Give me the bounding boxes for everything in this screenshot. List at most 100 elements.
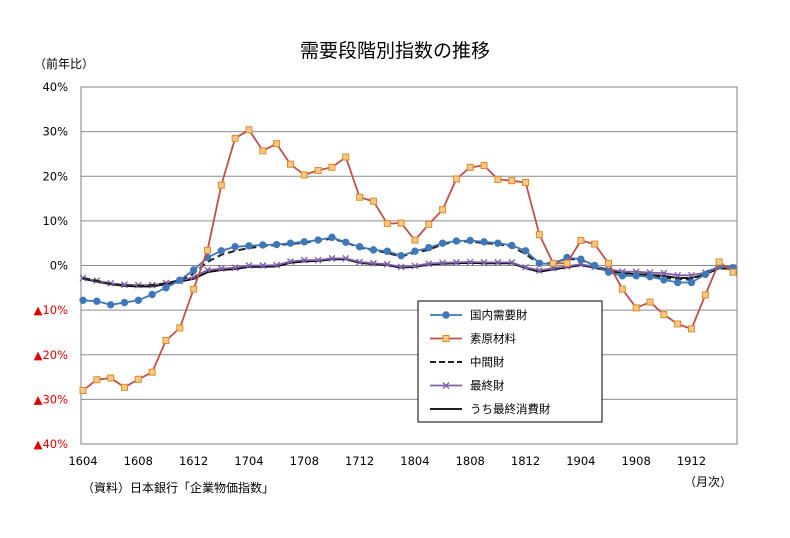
data-point <box>494 239 502 247</box>
data-point <box>93 376 101 384</box>
data-point <box>342 153 350 161</box>
x-tick-label: 1612 <box>179 454 208 468</box>
data-point <box>120 298 129 307</box>
data-point <box>342 238 350 246</box>
data-point <box>439 206 447 214</box>
x-tick-label: 1904 <box>566 454 595 468</box>
data-point <box>660 311 668 319</box>
data-point <box>189 266 198 274</box>
x-tick-label: 1712 <box>345 454 374 468</box>
data-point <box>646 298 654 306</box>
y-tick-label: 40% <box>42 80 68 94</box>
data-point <box>176 276 184 284</box>
legend-label: 素原材料 <box>470 332 516 346</box>
data-point <box>632 272 640 280</box>
data-point <box>231 134 239 142</box>
data-point <box>259 241 267 249</box>
data-point <box>632 304 640 312</box>
data-point <box>535 231 543 239</box>
data-point <box>591 261 599 270</box>
data-point <box>480 238 488 246</box>
data-point <box>660 276 668 284</box>
data-point <box>300 256 308 264</box>
data-point <box>452 175 460 183</box>
source-note: （資料）日本銀行「企業物価指数」 <box>82 480 274 495</box>
data-point <box>107 374 115 382</box>
data-point <box>688 271 695 279</box>
data-point <box>397 263 405 271</box>
data-point <box>328 233 336 242</box>
data-point <box>355 243 364 251</box>
series-line <box>82 128 734 392</box>
data-point <box>480 162 488 170</box>
data-point <box>79 296 87 305</box>
data-point <box>134 375 142 383</box>
data-point <box>79 386 87 394</box>
x-tick-label: 1812 <box>511 454 540 468</box>
data-point <box>231 264 239 272</box>
data-point <box>369 259 377 267</box>
data-point <box>438 239 447 247</box>
y-axis-unit: （前年比） <box>34 56 94 71</box>
x-tick-label: 1808 <box>456 454 485 468</box>
data-point <box>148 290 156 299</box>
data-point <box>162 284 170 292</box>
data-point <box>272 240 281 249</box>
data-point <box>425 220 433 228</box>
legend-item: 国内需要財 <box>430 308 528 322</box>
data-point <box>190 285 198 293</box>
data-point <box>356 193 364 201</box>
data-point <box>522 178 530 186</box>
data-point <box>508 241 516 250</box>
data-point <box>231 243 239 251</box>
data-point <box>425 243 433 252</box>
data-point <box>342 254 350 262</box>
data-point <box>442 311 450 319</box>
data-point <box>286 239 295 247</box>
y-axis-ticks: 40% 30% 20% 10% 0% ▲10% ▲20% ▲30% ▲40% <box>34 80 68 451</box>
data-point <box>674 320 682 328</box>
chart-title: 需要段階別指数の推移 <box>300 40 490 62</box>
data-point <box>646 272 654 281</box>
data-point <box>715 258 723 266</box>
y-tick-label: 10% <box>42 214 68 228</box>
data-point <box>521 247 530 255</box>
data-point <box>383 247 391 255</box>
data-point <box>217 181 225 189</box>
data-point <box>452 237 461 245</box>
legend-label: 中間財 <box>470 355 505 369</box>
legend-item: うち最終消費財 <box>430 402 551 416</box>
x-tick-label: 1804 <box>400 454 429 468</box>
data-point <box>466 258 474 266</box>
data-point <box>522 263 530 271</box>
data-point <box>273 261 281 269</box>
x-tick-label: 1608 <box>124 454 153 468</box>
data-point <box>176 324 184 332</box>
legend-label: 国内需要財 <box>470 308 528 322</box>
data-point <box>535 259 544 267</box>
data-point <box>508 177 516 185</box>
data-point <box>618 272 627 280</box>
data-point <box>162 336 170 344</box>
data-point <box>687 278 696 287</box>
x-tick-label: 1908 <box>622 454 651 468</box>
data-point <box>286 160 294 168</box>
data-point <box>701 270 710 279</box>
legend-item: 素原材料 <box>430 332 516 346</box>
data-point <box>217 247 225 255</box>
series-lines <box>79 126 737 394</box>
y-tick-label: ▲40% <box>34 437 68 451</box>
data-point <box>369 197 377 205</box>
data-point <box>79 274 87 282</box>
data-point <box>439 259 447 267</box>
data-point <box>494 175 502 183</box>
plot-area-border <box>80 86 738 445</box>
data-point <box>273 140 281 148</box>
y-tick-label: 30% <box>42 125 68 139</box>
data-point <box>203 246 211 254</box>
data-point <box>314 236 322 244</box>
data-point <box>508 258 516 266</box>
data-point <box>480 258 488 266</box>
